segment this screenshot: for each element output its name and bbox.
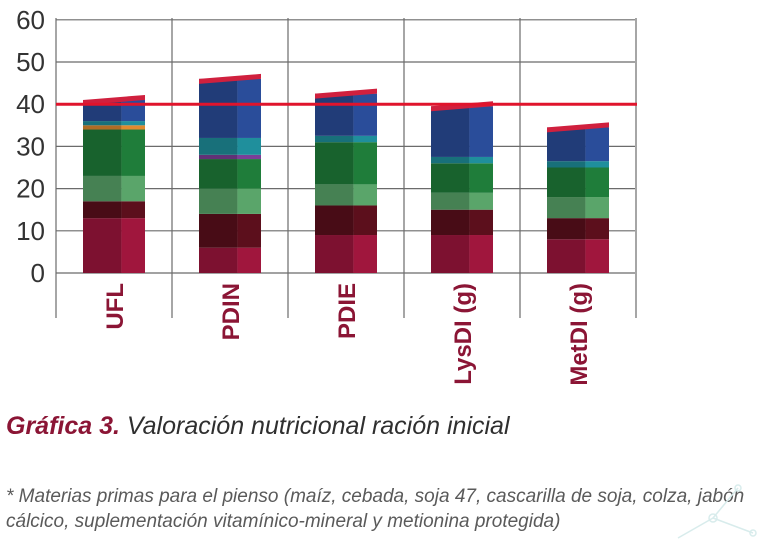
- bar-segment-highlight: [237, 159, 261, 189]
- bar-segment: [199, 213, 238, 248]
- bar-segment: [431, 235, 470, 273]
- bar-segment-highlight: [237, 137, 261, 155]
- y-tick-label: 30: [16, 131, 45, 161]
- bar-segment: [83, 129, 122, 176]
- bar-stack: [547, 122, 609, 273]
- bar-segment-highlight: [237, 213, 261, 248]
- bar-segment: [431, 163, 470, 193]
- bar-segment-highlight: [585, 218, 609, 240]
- x-category-label: PDIN: [218, 283, 245, 340]
- bar-segment-highlight: [237, 154, 261, 160]
- x-axis-category-labels: UFL PDIN PDIE LysDI (g) MetDI (g): [102, 283, 593, 386]
- bar-segment-highlight: [585, 239, 609, 273]
- bar-segment-highlight: [469, 156, 493, 164]
- x-category-label: UFL: [102, 283, 129, 330]
- bar-segment-highlight: [121, 218, 145, 273]
- bar-segment-highlight: [353, 93, 377, 136]
- y-tick-label: 60: [16, 5, 45, 35]
- bar-segment-highlight: [585, 197, 609, 219]
- bar-segment-highlight: [469, 235, 493, 273]
- bar-segment: [199, 78, 238, 138]
- y-tick-label: 0: [31, 258, 45, 288]
- bar-top-cap: [315, 88, 377, 99]
- bar-segment-highlight: [121, 201, 145, 219]
- bar-segment: [199, 247, 238, 273]
- bar-segment: [547, 127, 586, 162]
- bar-stack: [83, 94, 145, 273]
- bar-segment-highlight: [469, 163, 493, 193]
- bar-segment: [83, 201, 122, 219]
- bar-segment: [199, 137, 238, 155]
- bar-segment: [547, 218, 586, 240]
- figure-title: Valoración nutricional ración inicial: [126, 412, 510, 440]
- bar-segment: [315, 142, 354, 185]
- bar-segment-highlight: [353, 184, 377, 206]
- figure-caption: Gráfica 3. Valoración nutricional ración…: [6, 412, 766, 441]
- bar-segment: [547, 167, 586, 198]
- bar-segment-highlight: [585, 161, 609, 168]
- bar-segment: [83, 121, 122, 126]
- x-category-label: PDIE: [334, 283, 361, 339]
- y-tick-label: 20: [16, 174, 45, 204]
- y-tick-label: 50: [16, 47, 45, 77]
- y-tick-label: 40: [16, 89, 45, 119]
- y-tick-label: 10: [16, 216, 45, 246]
- bar-segment-highlight: [353, 205, 377, 236]
- bar-segment-highlight: [121, 129, 145, 176]
- bar-segment-highlight: [121, 125, 145, 130]
- stacked-bar-chart: 0 10 20 30 40 50 60 UFL PDIN PDIE LysDI (g) MetDI …: [16, 5, 637, 386]
- decorative-molecule-watermark: [677, 484, 757, 539]
- bar-segment-highlight: [121, 175, 145, 202]
- bar-segment: [431, 192, 470, 210]
- bar-segment-highlight: [353, 142, 377, 185]
- figure-label: Gráfica 3.: [6, 412, 120, 440]
- bar-segment: [547, 239, 586, 273]
- bar-segment: [431, 156, 470, 164]
- bar-stack: [199, 73, 261, 273]
- bar-segment-highlight: [353, 235, 377, 273]
- bar-segment-highlight: [469, 192, 493, 210]
- bar-top-cap: [547, 122, 609, 133]
- bar-segment: [431, 106, 470, 157]
- bar-segment: [199, 188, 238, 214]
- bar-top-cap: [83, 94, 145, 105]
- bar-segment-highlight: [353, 135, 377, 143]
- bar-segment: [315, 235, 354, 273]
- bar-segment: [83, 125, 122, 130]
- bar-segment: [199, 154, 238, 160]
- x-category-label: MetDI (g): [566, 283, 593, 386]
- bar-segment: [83, 218, 122, 273]
- bar-segment: [431, 209, 470, 236]
- bar-segment-highlight: [237, 78, 261, 138]
- bar-segment-highlight: [585, 167, 609, 198]
- bar-stack: [315, 88, 377, 273]
- bar-segment: [547, 161, 586, 168]
- bar-segment-highlight: [585, 127, 609, 162]
- bar-segment: [199, 159, 238, 189]
- bar-segment-highlight: [121, 121, 145, 126]
- bar-segment: [547, 197, 586, 219]
- x-category-label: LysDI (g): [450, 283, 477, 385]
- bar-segment: [83, 175, 122, 202]
- bar-segment-highlight: [237, 188, 261, 214]
- bar-top-cap: [199, 73, 261, 84]
- bar-segment-highlight: [469, 209, 493, 236]
- bar-segment: [315, 205, 354, 236]
- bars: [83, 73, 609, 273]
- bar-segment: [315, 135, 354, 143]
- bar-segment-highlight: [469, 106, 493, 157]
- bar-stack: [431, 101, 493, 273]
- y-axis-tick-labels: 0 10 20 30 40 50 60: [16, 5, 45, 288]
- bar-segment: [315, 93, 354, 136]
- bar-segment-highlight: [237, 247, 261, 273]
- bar-segment: [315, 184, 354, 206]
- footnote: * Materias primas para el pienso (maíz, …: [6, 486, 745, 532]
